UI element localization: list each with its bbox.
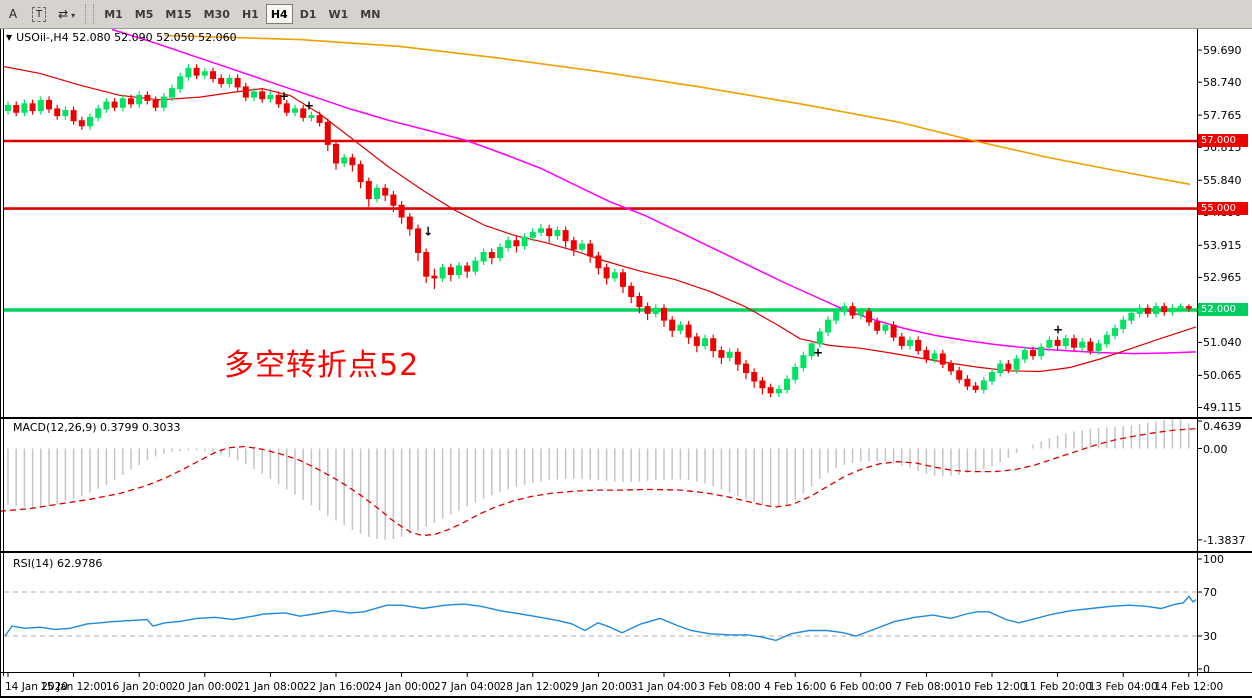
price-axis-label: 53.915	[1203, 238, 1242, 252]
collapse-triangle-icon[interactable]: ▼	[6, 33, 13, 42]
time-axis-label: 24 Jan 00:00	[368, 681, 435, 693]
timeframe-button-m30[interactable]: M30	[199, 4, 235, 24]
time-axis-label: 20 Jan 00:00	[171, 681, 239, 693]
time-axis-label: 29 Jan 20:00	[565, 681, 632, 693]
macd-axis-label: 0.4639	[1203, 420, 1242, 433]
time-axis-label: 15 Jan 12:00	[40, 681, 107, 693]
timeframe-button-m5[interactable]: M5	[130, 4, 159, 24]
time-axis-label: 28 Jan 12:00	[499, 681, 567, 693]
time-axis-label: 3 Feb 08:00	[698, 681, 761, 693]
timeframe-button-m15[interactable]: M15	[160, 4, 196, 24]
time-axis-label: 16 Jan 20:00	[105, 681, 173, 693]
time-axis-label: 13 Feb 04:00	[1088, 681, 1158, 693]
trade-mark-icon: +	[1053, 323, 1063, 337]
chart-title: ▼ USOil-,H4 52.080 52.090 52.050 52.060	[6, 31, 237, 44]
chart-title-text: USOil-,H4 52.080 52.090 52.050 52.060	[16, 31, 237, 44]
price-axis-label: 58.740	[1203, 75, 1242, 89]
rsi-axis-label: 70	[1203, 586, 1217, 599]
timeframe-button-w1[interactable]: W1	[323, 4, 353, 24]
toolbar: A T ⇄ ▾ M1 M5 M15 M30 H1 H4 D1 W1 MN	[0, 0, 1252, 29]
time-axis-label: 7 Feb 08:00	[895, 681, 958, 693]
hline-price-badge: 55.000	[1198, 201, 1248, 215]
time-axis-label: 27 Jan 04:00	[433, 681, 501, 693]
rsi-axis-label: 30	[1203, 630, 1217, 643]
trade-mark-icon: +	[279, 89, 289, 103]
timeframe-button-d1[interactable]: D1	[295, 4, 322, 24]
timeframe-button-mn[interactable]: MN	[355, 4, 385, 24]
chart-annotation-text[interactable]: 多空转折点52	[224, 348, 420, 383]
timeframe-group: M1 M5 M15 M30 H1 H4 D1 W1 MN	[98, 4, 386, 24]
time-axis-label: 10 Feb 12:00	[957, 681, 1027, 693]
price-axis-label: 51.040	[1203, 335, 1242, 349]
text-label-tool-button[interactable]: T	[27, 3, 51, 25]
time-axis[interactable]: 14 Jan 2020 15 Jan 12:00 16 Jan 20:00 20 Ja…	[0, 676, 1252, 698]
timeframe-button-m1[interactable]: M1	[99, 4, 128, 24]
hline-price-badge: 57.000	[1198, 134, 1248, 147]
time-axis-label: 31 Jan 04:00	[630, 681, 698, 693]
price-axis[interactable]: 59.69058.74057.76556.81555.84054.89053.9…	[1197, 28, 1252, 678]
price-axis-label: 59.690	[1203, 43, 1242, 57]
price-axis-label: 57.765	[1203, 108, 1242, 122]
arrows-icon: ⇄	[58, 7, 69, 21]
timeframe-button-h4[interactable]: H4	[265, 4, 293, 24]
trade-mark-icon: ↓	[423, 225, 433, 239]
time-axis-label: 22 Jan 16:00	[302, 681, 370, 693]
cursor-tool-button[interactable]: A	[1, 3, 25, 25]
hline-price-badge: 52.000	[1198, 303, 1248, 316]
trade-mark-icon: +	[304, 99, 314, 113]
macd-label: MACD(12,26,9) 0.3799 0.3033	[13, 421, 181, 434]
arrange-arrows-button[interactable]: ⇄ ▾	[53, 3, 80, 25]
rsi-axis-label: 0	[1203, 663, 1210, 676]
timeframe-button-h1[interactable]: H1	[237, 4, 264, 24]
price-axis-label: 50.065	[1203, 368, 1242, 382]
time-axis-label: 11 Feb 20:00	[1023, 681, 1093, 693]
macd-axis-label: 0.00	[1203, 442, 1228, 456]
time-axis-label: 4 Feb 16:00	[764, 681, 827, 693]
dropdown-caret-icon: ▾	[71, 11, 76, 20]
text-tool-icon: T	[32, 7, 47, 22]
time-axis-label: 14 Jan 2020	[5, 681, 68, 693]
rsi-label: RSI(14) 62.9786	[13, 557, 103, 570]
time-axis-label: 21 Jan 08:00	[237, 681, 304, 693]
rsi-axis-label: 100	[1203, 553, 1224, 566]
time-axis-label: 6 Feb 00:00	[829, 681, 892, 693]
price-axis-label: 55.840	[1203, 173, 1242, 187]
toolbar-separator	[85, 4, 95, 24]
macd-axis-label: -1.3837	[1203, 533, 1246, 547]
trade-mark-icon: +	[813, 346, 823, 360]
time-axis-label: 14 Feb 12:00	[1154, 681, 1224, 693]
price-axis-label: 49.115	[1203, 401, 1242, 414]
price-axis-label: 52.965	[1203, 270, 1242, 284]
